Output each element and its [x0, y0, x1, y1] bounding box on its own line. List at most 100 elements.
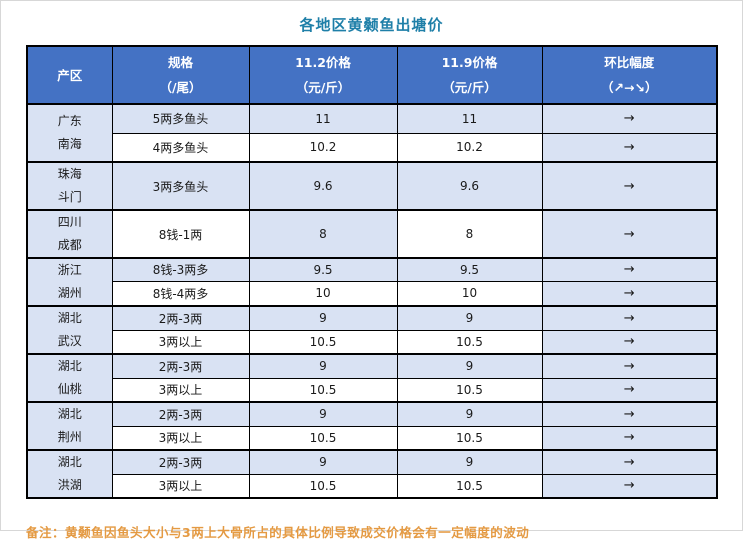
price2-cell: 10.5 — [396, 473, 543, 499]
price2-cell: 10.5 — [396, 329, 543, 355]
price1-cell: 9.6 — [248, 161, 398, 211]
header-price1-line1: 11.2价格 — [295, 55, 351, 70]
header-region: 产区 — [26, 45, 113, 105]
region-cell: 四川 成都 — [26, 209, 113, 259]
table-row: 湖北 武汉 2两-3两 9 9 → — [26, 305, 718, 355]
price1-cell: 10.5 — [248, 377, 398, 403]
trend-cell: → — [541, 473, 718, 499]
region-line: 斗门 — [57, 190, 82, 204]
price2-cell: 9.5 — [396, 256, 543, 282]
region-line: 南海 — [57, 137, 82, 151]
region-line: 仙桃 — [57, 382, 82, 396]
region-line: 湖北 — [57, 311, 82, 325]
trend-cell: → — [541, 280, 718, 307]
trend-cell: → — [541, 401, 718, 427]
trend-cell: → — [541, 256, 718, 282]
region-line: 成都 — [57, 238, 82, 252]
region-cell: 珠海 斗门 — [26, 161, 113, 211]
header-price1-line2: （元/斤） — [295, 80, 351, 95]
spec-cell: 3两多鱼头 — [111, 161, 250, 211]
price2-cell: 10.2 — [396, 132, 543, 163]
spec-cell: 5两多鱼头 — [111, 103, 250, 134]
price1-cell: 10 — [248, 280, 398, 307]
spec-cell: 3两以上 — [111, 473, 250, 499]
trend-cell: → — [541, 329, 718, 355]
price2-cell: 10.5 — [396, 377, 543, 403]
table-header-row: 产区 规格 （/尾） 11.2价格 （元/斤） 11.9价格 （元/斤） 环比幅度 （↗… — [26, 45, 718, 105]
region-cell: 湖北 荆州 — [26, 401, 113, 451]
header-trend: 环比幅度 （↗→↘） — [541, 45, 718, 105]
trend-cell: → — [541, 209, 718, 259]
price1-cell: 10.5 — [248, 425, 398, 451]
price1-cell: 11 — [248, 103, 398, 134]
price2-cell: 11 — [396, 103, 543, 134]
region-cell: 浙江 湖州 — [26, 257, 113, 307]
spec-cell: 8钱-3两多 — [111, 256, 250, 282]
spec-cell: 3两以上 — [111, 329, 250, 355]
trend-cell: → — [541, 161, 718, 211]
price1-cell: 9 — [248, 449, 398, 475]
header-trend-line1: 环比幅度 — [604, 55, 655, 70]
spec-cell: 8钱-1两 — [111, 209, 250, 259]
trend-cell: → — [541, 305, 718, 331]
trend-cell: → — [541, 103, 718, 134]
header-price2: 11.9价格 （元/斤） — [396, 45, 543, 105]
header-spec-line2: （/尾） — [159, 80, 202, 95]
price1-cell: 10.5 — [248, 473, 398, 499]
price1-cell: 9.5 — [248, 256, 398, 282]
region-cell: 湖北 武汉 — [26, 305, 113, 355]
price2-cell: 10.5 — [396, 425, 543, 451]
table-row: 浙江湖州 8钱-3两多 9.5 9.5 → — [26, 256, 718, 307]
region-line: 湖北 — [57, 407, 82, 421]
spec-cell: 2两-3两 — [111, 449, 250, 475]
price2-cell: 8 — [396, 209, 543, 259]
price1-cell: 8 — [248, 209, 398, 259]
region-cell: 湖北 洪湖 — [26, 449, 113, 499]
header-trend-arrows: （↗→↘） — [601, 80, 658, 95]
table-row: 4两多鱼头 10.2 10.2 → — [27, 132, 718, 163]
price2-cell: 9 — [396, 353, 543, 379]
header-price2-line2: （元/斤） — [442, 80, 497, 95]
price2-cell: 9 — [396, 305, 543, 331]
price2-cell: 9 — [396, 449, 543, 475]
table-row: 广东南海 5两多鱼头 11 11 → — [26, 103, 718, 163]
region-line: 洪湖 — [57, 478, 82, 492]
spec-cell: 3两以上 — [111, 377, 250, 403]
table-row: 湖北 仙桃 2两-3两 9 9 → — [26, 353, 718, 403]
table-row: 3两以上 10.5 10.5 → — [27, 425, 718, 451]
trend-cell: → — [541, 132, 718, 163]
region-cell: 湖北 仙桃 — [26, 353, 113, 403]
region-line: 广东 — [57, 114, 82, 128]
trend-cell: → — [541, 377, 718, 403]
region-line: 湖北 — [57, 359, 82, 373]
price2-cell: 10 — [396, 280, 543, 307]
trend-cell: → — [541, 449, 718, 475]
table-row: 珠海 斗门 3两多鱼头 9.6 9.6 → — [26, 161, 718, 211]
region-line: 四川 — [57, 215, 82, 229]
region-cell: 广东 南海 — [26, 103, 113, 163]
header-price2-line1: 11.9价格 — [441, 55, 498, 70]
table-row: 3两以上 10.5 10.5 → — [27, 329, 718, 355]
region-line: 荆州 — [57, 430, 82, 444]
header-spec-line1: 规格 — [167, 55, 193, 70]
header-price1: 11.2价格 （元/斤） — [248, 45, 398, 105]
price1-cell: 10.2 — [248, 132, 398, 163]
spec-cell: 8钱-4两多 — [111, 280, 250, 307]
price-table: 产区 规格 （/尾） 11.2价格 （元/斤） 11.9价格 （元/斤） 环比幅度 （↗… — [26, 45, 718, 499]
price2-cell: 9.6 — [396, 161, 543, 211]
spec-cell: 3两以上 — [111, 425, 250, 451]
spec-cell: 4两多鱼头 — [111, 132, 250, 163]
table-row: 湖北 荆州 2两-3两 9 9 → — [26, 401, 718, 451]
price1-cell: 9 — [248, 401, 398, 427]
spec-cell: 2两-3两 — [111, 353, 250, 379]
price2-cell: 9 — [396, 401, 543, 427]
footnote: 备注：黄颡鱼因鱼头大小与3两上大骨所占的具体比例导致成交价格会有一定幅度的波动 — [26, 525, 530, 540]
region-line: 浙江 — [57, 263, 82, 277]
region-line: 湖北 — [57, 455, 82, 469]
price1-cell: 10.5 — [248, 329, 398, 355]
price1-cell: 9 — [248, 305, 398, 331]
header-region-label: 产区 — [57, 67, 83, 83]
page-title: 各地区黄颡鱼出塘价 — [299, 16, 444, 34]
region-line: 湖州 — [57, 286, 82, 300]
table-row: 8钱-4两多 10 10 → — [27, 280, 718, 307]
